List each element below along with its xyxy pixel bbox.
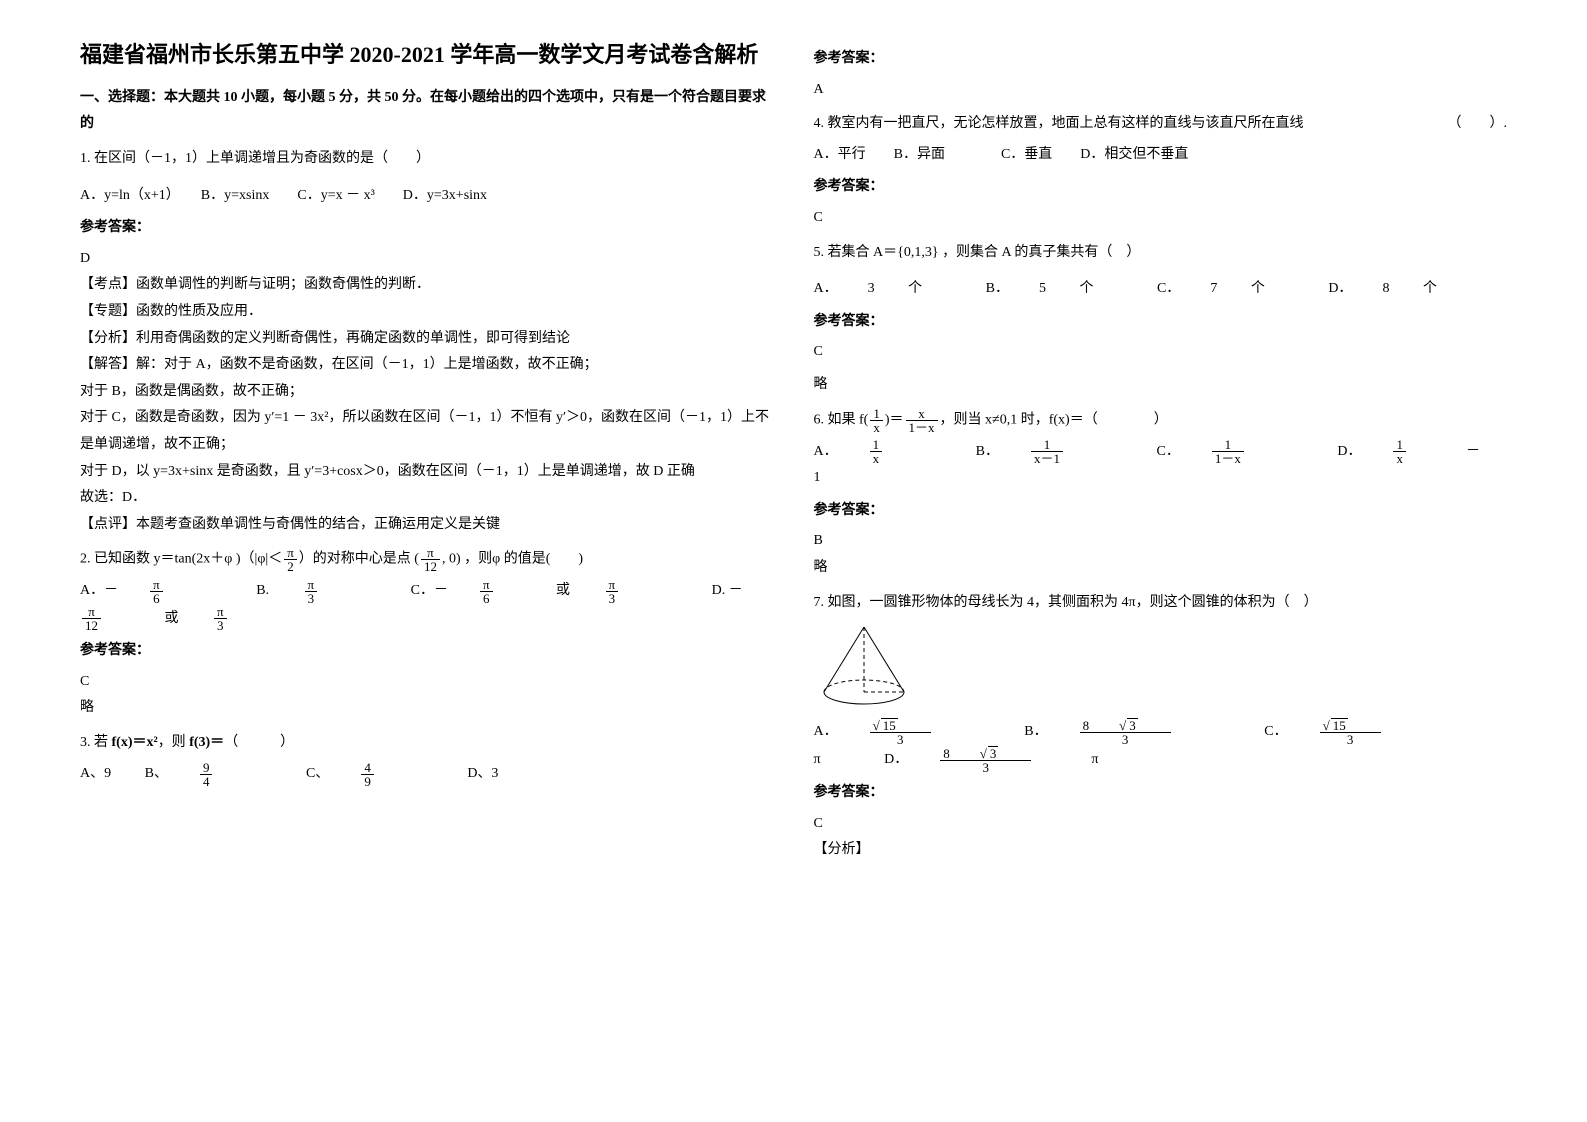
left-column: 福建省福州市长乐第五中学 2020-2021 学年高一数学文月考试卷含解析 一、…: [60, 40, 794, 1082]
q2-answer: C: [80, 669, 774, 696]
q2-point-x: π12: [421, 546, 440, 573]
q4-answer: C: [814, 205, 1508, 232]
q4-blank: （ ）.: [1448, 111, 1508, 138]
q6-answer: B: [814, 528, 1508, 555]
q1-exp-7: 故选：D．: [80, 485, 774, 512]
q4-stem: 4. 教室内有一把直尺，无论怎样放置，地面上总有这样的直线与该直尺所在直线 （ …: [814, 111, 1508, 138]
q3-optD: D、3: [467, 766, 498, 781]
q7-options: A．√153 B．8√33 C．√153π D．8√33π: [814, 718, 1508, 774]
q1-options: A．y=ln（x+1） B．y=xsinx C．y=x － x³ D．y=3x+…: [80, 183, 774, 210]
q5-answer: C: [814, 339, 1508, 366]
q2-options: A．－π6 B. π3 C．－π6 或 π3 D. －π12 或 π3: [80, 578, 774, 633]
q3-optB: B、94: [145, 766, 273, 781]
q2-tail: 的值是( ): [500, 552, 583, 567]
q1-stem: 1. 在区间（－1，1）上单调递增且为奇函数的是（ ）: [80, 146, 774, 173]
q5-optC: C．7 个: [1157, 281, 1295, 296]
q1-exp-3: 【解答】解：对于 A，函数不是奇函数，在区间（－1，1）上是增函数，故不正确；: [80, 352, 774, 379]
q7-answer-label: 参考答案：: [814, 780, 1508, 807]
q6-options: A．1x B．1x－1 C．11－x D．1x－1: [814, 438, 1508, 492]
q7-optD: D．8√33π: [884, 752, 1128, 767]
q2-end: ，则: [464, 552, 492, 567]
right-column: 参考答案： A 4. 教室内有一把直尺，无论怎样放置，地面上总有这样的直线与该直…: [794, 40, 1528, 1082]
q1-exp-6: 对于 D，以 y=3x+sinx 是奇函数，且 y′=3+cosx＞0，函数在区…: [80, 459, 774, 486]
q5-stem: 5. 若集合 A＝{0,1,3} ，则集合 A 的真子集共有（ ）: [814, 240, 1508, 267]
q2-pre: 2. 已知函数 y＝tan(2x＋: [80, 552, 224, 567]
q2-pi-over-2: π2: [284, 546, 297, 573]
q6-optC: C．11－x: [1156, 444, 1303, 459]
q1-exp-0: 【考点】函数单调性的判断与证明；函数奇偶性的判断．: [80, 272, 774, 299]
q1-exp-1: 【专题】函数的性质及应用．: [80, 299, 774, 326]
q3-optA: A、9: [80, 766, 111, 781]
q4-answer-label: 参考答案：: [814, 174, 1508, 201]
q2-lt: ＜: [268, 552, 282, 567]
q1-exp-4: 对于 B，函数是偶函数，故不正确；: [80, 379, 774, 406]
q3-optC: C、49: [306, 766, 434, 781]
q3-options: A、9 B、94 C、49 D、3: [80, 761, 774, 788]
q5-optB: B．5 个: [986, 281, 1124, 296]
q2-mid2: ）的对称中心是点: [299, 552, 411, 567]
q2-point-y: , 0): [442, 552, 461, 567]
q5-note: 略: [814, 372, 1508, 399]
q6-stem: 6. 如果 f(1x)＝x1－x，则当 x≠0,1 时，f(x)＝（ ）: [814, 407, 1508, 434]
q7-exp-label: 【分析】: [814, 837, 1508, 864]
q1-exp-5: 对于 C，函数是奇函数，因为 y′=1 － 3x²，所以函数在区间（－1，1）不…: [80, 405, 774, 458]
q6-optB: B．1x－1: [976, 444, 1123, 459]
q2-optA: A．－π6: [80, 583, 223, 598]
q3-fx: f(x)＝x²: [112, 735, 158, 750]
q1-answer: D: [80, 246, 774, 273]
section-a-head: 一、选择题：本大题共 10 小题，每小题 5 分，共 50 分。在每小题给出的四…: [80, 85, 774, 138]
q2-mid1: )（: [232, 552, 254, 567]
q4-options: A．平行 B．异面 C．垂直 D．相交但不垂直: [814, 142, 1508, 169]
q1-exp-2: 【分析】利用奇偶函数的定义判断奇偶性，再确定函数的单调性，即可得到结论: [80, 326, 774, 353]
q7-stem: 7. 如图，一圆锥形物体的母线长为 4，其侧面积为 4π，则这个圆锥的体积为（ …: [814, 590, 1508, 617]
q2-optC: C．－π6 或 π3: [411, 583, 679, 598]
q5-optD: D．8 个: [1328, 281, 1467, 296]
q2-stem: 2. 已知函数 y＝tan(2x＋φ )（|φ|＜π2）的对称中心是点 (π12…: [80, 546, 774, 573]
q1-answer-label: 参考答案：: [80, 215, 774, 242]
q2-note: 略: [80, 695, 774, 722]
q6-answer-label: 参考答案：: [814, 498, 1508, 525]
exam-title: 福建省福州市长乐第五中学 2020-2021 学年高一数学文月考试卷含解析: [80, 40, 774, 71]
q5-options: A．3 个 B．5 个 C．7 个 D．8 个: [814, 276, 1508, 303]
q5-answer-label: 参考答案：: [814, 309, 1508, 336]
q2-absphi: |φ|: [255, 552, 269, 567]
q3-answer: A: [814, 77, 1508, 104]
q7-answer: C: [814, 811, 1508, 838]
q3-f3: f(3)＝: [189, 735, 224, 750]
q6-note: 略: [814, 555, 1508, 582]
q2-optB: B. π3: [256, 583, 377, 598]
q2-answer-label: 参考答案：: [80, 638, 774, 665]
q3-answer-label: 参考答案：: [814, 46, 1508, 73]
q5-optA: A．3 个: [814, 281, 953, 296]
q6-optA: A．1x: [814, 444, 943, 459]
q7-optB: B．8√33: [1024, 724, 1230, 739]
q1-exp-8: 【点评】本题考查函数单调性与奇偶性的结合，正确运用定义是关键: [80, 512, 774, 539]
q3-stem: 3. 若 f(x)＝x²，则 f(3)＝（ ）: [80, 730, 774, 757]
q5-setA: A＝{0,1,3}: [873, 245, 939, 260]
cone-diagram: [814, 622, 914, 712]
q7-optA: A．√153: [814, 724, 991, 739]
